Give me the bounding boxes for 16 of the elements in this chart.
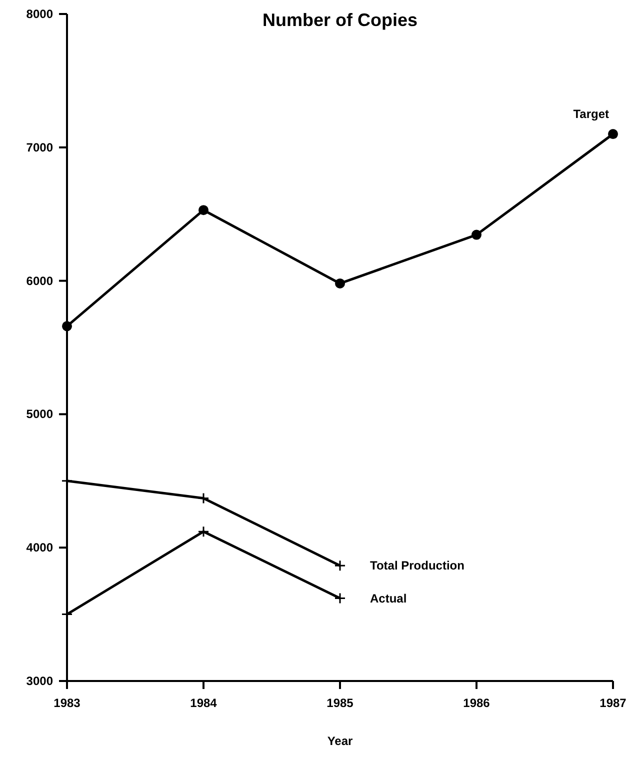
x-tick-label: 1983 bbox=[54, 696, 81, 710]
x-tick-label: 1986 bbox=[463, 696, 490, 710]
chart-title: Number of Copies bbox=[262, 10, 418, 30]
x-axis-title: Year bbox=[327, 734, 354, 748]
y-tick-label: 6000 bbox=[26, 274, 54, 288]
y-tick-label: 7000 bbox=[26, 140, 54, 154]
y-tick-label: 5000 bbox=[26, 407, 54, 422]
series-label: Target bbox=[573, 107, 609, 122]
y-tick-label: 8000 bbox=[26, 7, 54, 21]
x-tick-label: 1987 bbox=[600, 696, 627, 710]
text: Actual bbox=[370, 591, 407, 606]
x-tick-label: 1985 bbox=[326, 696, 354, 710]
text: Total Production bbox=[370, 558, 464, 573]
y-tick-label: 3000 bbox=[26, 674, 54, 688]
x-tick-label: 1984 bbox=[190, 696, 218, 710]
y-tick-label: 4000 bbox=[26, 540, 54, 555]
